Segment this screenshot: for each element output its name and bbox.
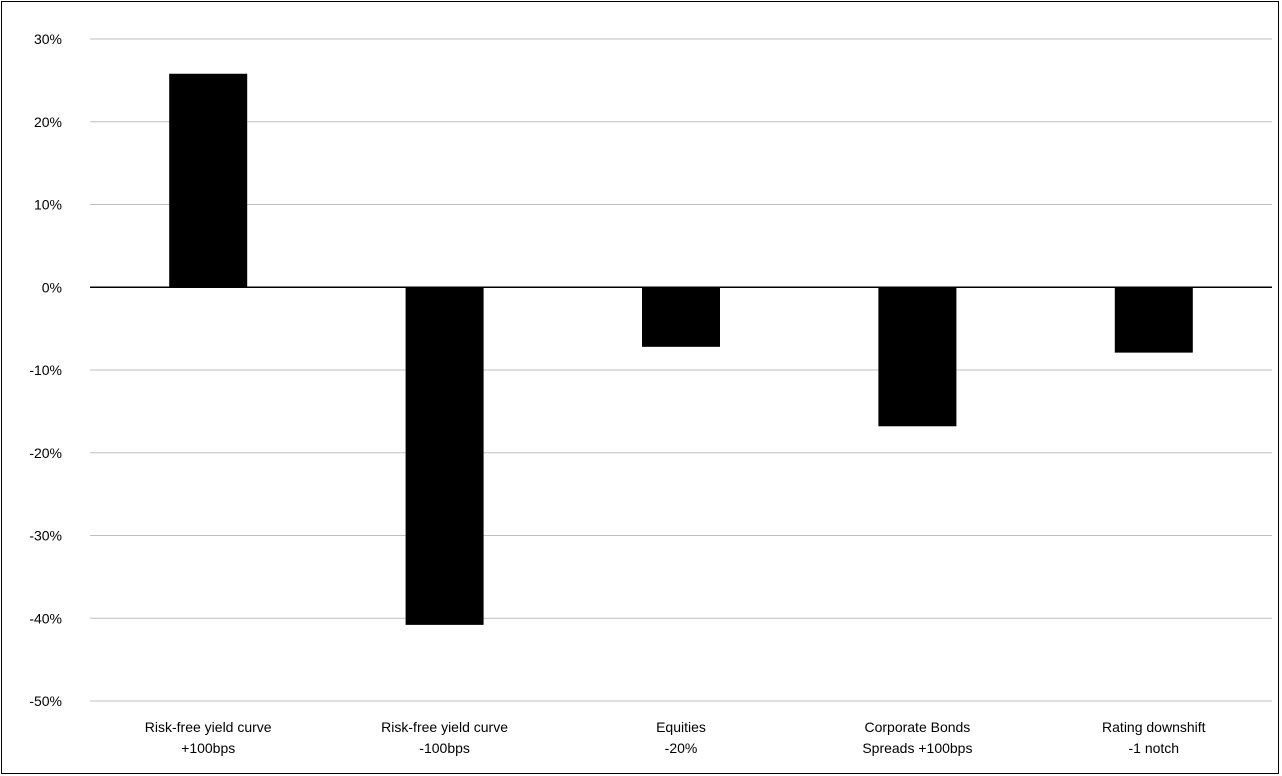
y-axis-tick-labels: 30% 20% 10% 0% -10% -20% -30% -40% -50% xyxy=(29,31,62,709)
gridlines xyxy=(90,38,1272,702)
y-tick-label: 10% xyxy=(34,197,62,213)
bars xyxy=(169,73,1193,625)
x-category-label: Spreads +100bps xyxy=(862,740,972,756)
x-category-label: Risk-free yield curve xyxy=(145,719,272,735)
y-tick-label: -20% xyxy=(29,445,62,461)
bar xyxy=(169,73,248,288)
y-tick-label: 0% xyxy=(42,279,62,295)
x-category-label: Corporate Bonds xyxy=(864,719,970,735)
x-axis-category-labels: Risk-free yield curve +100bps Risk-free yi… xyxy=(145,719,1206,756)
x-category-label: -100bps xyxy=(419,740,470,756)
y-tick-label: -30% xyxy=(29,528,62,544)
y-tick-label: -50% xyxy=(29,693,62,709)
y-tick-label: 30% xyxy=(34,31,62,47)
x-category-label: Risk-free yield curve xyxy=(381,719,508,735)
x-category-label: Rating downshift xyxy=(1102,719,1206,735)
x-category-label: Equities xyxy=(656,719,706,735)
bar xyxy=(642,287,720,347)
bar xyxy=(878,287,957,427)
y-tick-label: -10% xyxy=(29,362,62,378)
bar xyxy=(405,287,484,625)
y-tick-label: -40% xyxy=(29,610,62,626)
x-category-label: +100bps xyxy=(181,740,235,756)
x-category-label: -20% xyxy=(665,740,698,756)
x-category-label: -1 notch xyxy=(1129,740,1180,756)
bar xyxy=(1114,287,1193,353)
y-tick-label: 20% xyxy=(34,114,62,130)
